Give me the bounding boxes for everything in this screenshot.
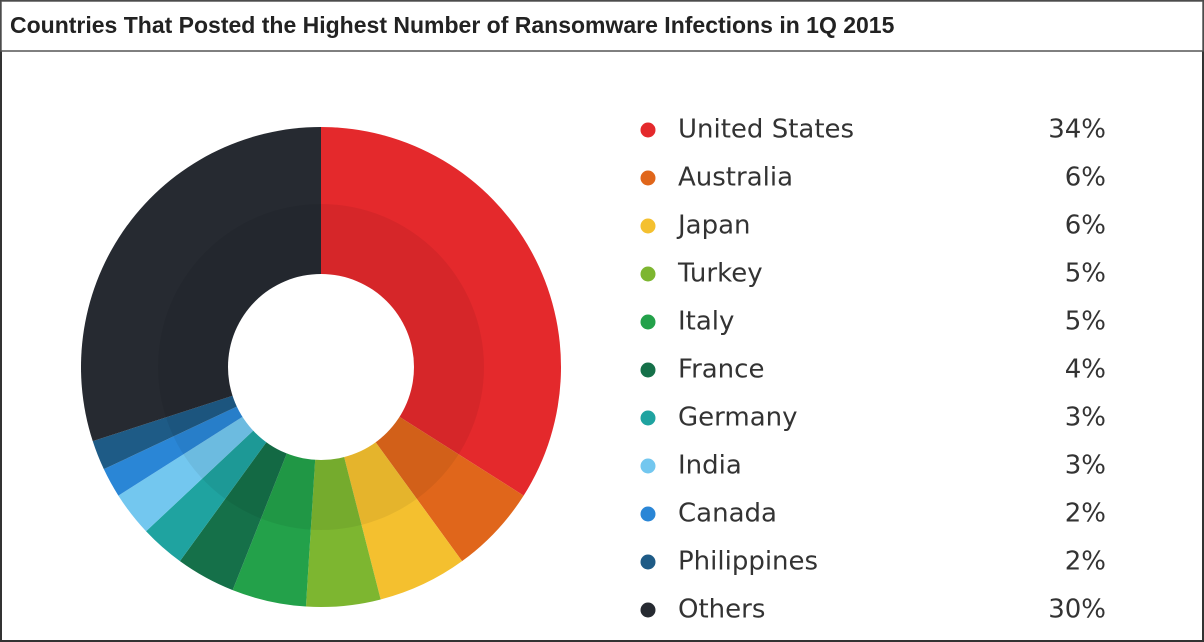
- title-bar: [0, 0, 1204, 52]
- value-label: 4%: [1065, 355, 1106, 385]
- legend-marker: [640, 122, 656, 138]
- value-label: 3%: [1065, 451, 1106, 481]
- value-label: 34%: [1048, 115, 1106, 145]
- legend-marker: [640, 266, 656, 282]
- legend-marker: [640, 218, 656, 234]
- value-label: 2%: [1065, 499, 1106, 529]
- legend-label: India: [678, 451, 742, 481]
- legend-label: Japan: [676, 211, 751, 241]
- legend-label: France: [678, 355, 764, 385]
- value-label: 3%: [1065, 403, 1106, 433]
- legend-label: Germany: [678, 403, 798, 433]
- legend-label: Philippines: [678, 547, 818, 577]
- legend-label: United States: [678, 115, 854, 145]
- legend-marker: [640, 602, 656, 618]
- legend-marker: [640, 362, 656, 378]
- value-label: 30%: [1048, 595, 1106, 625]
- legend-marker: [640, 554, 656, 570]
- legend-marker: [640, 170, 656, 186]
- legend-label: Turkey: [677, 259, 763, 289]
- donut-hole: [228, 274, 414, 460]
- value-label: 2%: [1065, 547, 1106, 577]
- legend-label: Others: [678, 595, 765, 625]
- legend-label: Canada: [678, 499, 777, 529]
- legend-marker: [640, 506, 656, 522]
- legend-label: Italy: [678, 307, 734, 337]
- legend-label: Australia: [678, 163, 793, 193]
- chart-title: Countries That Posted the Highest Number…: [10, 12, 895, 38]
- value-label: 5%: [1065, 259, 1106, 289]
- value-label: 5%: [1065, 307, 1106, 337]
- legend-marker: [640, 458, 656, 474]
- legend-marker: [640, 314, 656, 330]
- value-label: 6%: [1065, 163, 1106, 193]
- value-label: 6%: [1065, 211, 1106, 241]
- legend-marker: [640, 410, 656, 426]
